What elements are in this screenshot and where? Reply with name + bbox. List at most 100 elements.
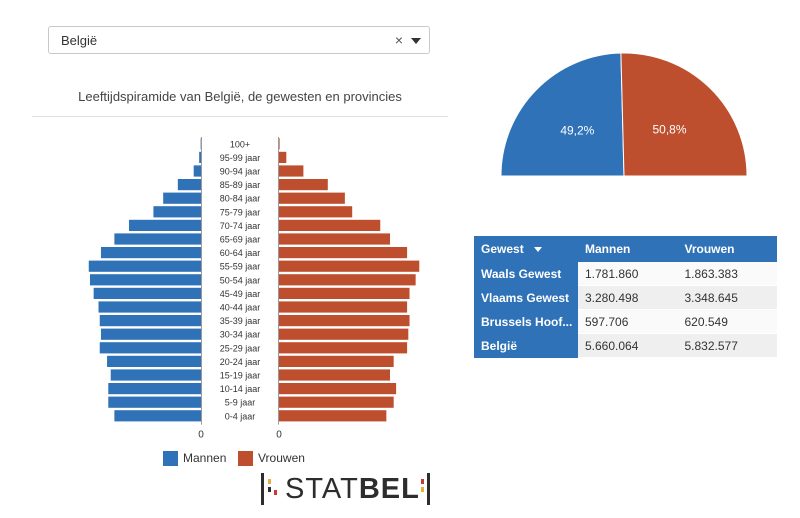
bar-women <box>279 274 416 286</box>
bar-women <box>279 396 394 408</box>
legend-women-label: Vrouwen <box>258 451 305 465</box>
age-label: 30-34 jaar <box>220 330 261 340</box>
logo-text: STATBEL <box>285 473 420 505</box>
legend-women[interactable]: Vrouwen <box>238 451 305 467</box>
age-label: 45-49 jaar <box>220 289 261 299</box>
age-label: 80-84 jaar <box>220 194 261 204</box>
bar-women <box>279 383 397 395</box>
bar-women <box>279 233 391 245</box>
legend-men[interactable]: Mannen <box>163 451 227 467</box>
bar-women <box>279 315 410 327</box>
column-header-vrouwen[interactable]: Vrouwen <box>677 236 777 262</box>
bar-women <box>279 179 328 191</box>
bar-men <box>108 396 201 408</box>
bar-women <box>279 247 408 259</box>
column-header-mannen[interactable]: Mannen <box>578 236 678 262</box>
bar-men <box>99 342 201 354</box>
age-label: 85-89 jaar <box>220 180 261 190</box>
table-cell: 1.863.383 <box>677 262 777 286</box>
age-label: 60-64 jaar <box>220 248 261 258</box>
region-select[interactable]: België × <box>48 26 430 54</box>
bar-men <box>114 233 201 245</box>
bar-women <box>279 410 387 422</box>
bar-men <box>199 151 201 163</box>
table-header-row: Gewest Mannen Vrouwen <box>474 236 777 262</box>
bar-women <box>279 301 408 313</box>
bar-women <box>279 369 391 381</box>
bar-women <box>279 206 353 218</box>
table-row-label: Vlaams Gewest <box>474 285 578 310</box>
table-row-label: België <box>474 333 578 358</box>
table-row: Vlaams Gewest 3.280.498 3.348.645 <box>474 285 777 310</box>
column-header-gewest[interactable]: Gewest <box>474 236 578 262</box>
table-cell: 5.660.064 <box>578 333 678 358</box>
legend-men-swatch <box>163 451 178 467</box>
bar-women <box>279 165 304 177</box>
bar-women <box>279 151 287 163</box>
table-row: Brussels Hoof... 597.706 620.549 <box>474 309 777 334</box>
table-row-label: Brussels Hoof... <box>474 309 578 334</box>
table-cell: 620.549 <box>677 309 777 334</box>
divider <box>32 116 448 117</box>
pyramid-title: Leeftijdspiramide van België, de geweste… <box>78 89 402 104</box>
bar-women <box>279 219 381 231</box>
region-select-value: België <box>61 33 98 48</box>
bar-women <box>279 138 280 150</box>
bar-men <box>110 369 201 381</box>
table-cell: 1.781.860 <box>578 262 678 286</box>
bar-women <box>279 342 408 354</box>
age-label: 40-44 jaar <box>220 303 261 313</box>
age-label: 10-14 jaar <box>220 384 261 394</box>
pie-slice-vrouwen <box>620 52 748 177</box>
bar-men <box>177 179 201 191</box>
age-label: 65-69 jaar <box>220 235 261 245</box>
bar-men <box>100 247 201 259</box>
bar-men <box>163 192 201 204</box>
bar-men <box>99 315 201 327</box>
statbel-logo: STATBEL <box>258 471 438 507</box>
table-cell: 3.280.498 <box>578 285 678 310</box>
legend-women-swatch <box>238 451 253 467</box>
age-label: 15-19 jaar <box>220 371 261 381</box>
age-label: 50-54 jaar <box>220 275 261 285</box>
pie-label: 50,8% <box>652 122 686 136</box>
pie-label: 49,2% <box>560 123 594 137</box>
chevron-down-icon[interactable] <box>411 38 421 44</box>
bar-men <box>107 355 201 367</box>
bar-men <box>93 287 201 299</box>
legend-men-label: Mannen <box>183 451 227 465</box>
table-cell: 597.706 <box>578 309 678 334</box>
age-label: 95-99 jaar <box>220 153 261 163</box>
sort-icon[interactable] <box>533 247 542 253</box>
bar-women <box>279 260 420 272</box>
bar-men <box>193 165 201 177</box>
bar-women <box>279 355 394 367</box>
bar-women <box>279 328 409 340</box>
bar-men <box>100 328 201 340</box>
bar-men <box>88 260 201 272</box>
table-row: Waals Gewest 1.781.860 1.863.383 <box>474 262 777 286</box>
bar-men <box>108 383 201 395</box>
age-label: 5-9 jaar <box>225 398 256 408</box>
bar-women <box>279 192 345 204</box>
table-cell: 5.832.577 <box>677 333 777 358</box>
age-label: 0-4 jaar <box>225 411 256 421</box>
pie-slice-mannen <box>500 52 625 177</box>
region-table: Gewest Mannen Vrouwen Waals Gewest 1.781… <box>474 236 777 358</box>
bar-women <box>279 287 410 299</box>
clear-icon[interactable]: × <box>394 32 403 48</box>
bar-men <box>114 410 201 422</box>
bar-men <box>153 206 201 218</box>
age-label: 55-59 jaar <box>220 262 261 272</box>
table-cell: 3.348.645 <box>677 285 777 310</box>
bar-men <box>89 274 201 286</box>
age-label: 25-29 jaar <box>220 343 261 353</box>
axis-tick-left: 0 <box>198 430 204 441</box>
logo-marks <box>261 473 430 505</box>
age-label: 35-39 jaar <box>220 316 261 326</box>
age-label: 90-94 jaar <box>220 167 261 177</box>
bar-men <box>98 301 201 313</box>
age-label: 20-24 jaar <box>220 357 261 367</box>
table-row-label: Waals Gewest <box>474 262 578 286</box>
